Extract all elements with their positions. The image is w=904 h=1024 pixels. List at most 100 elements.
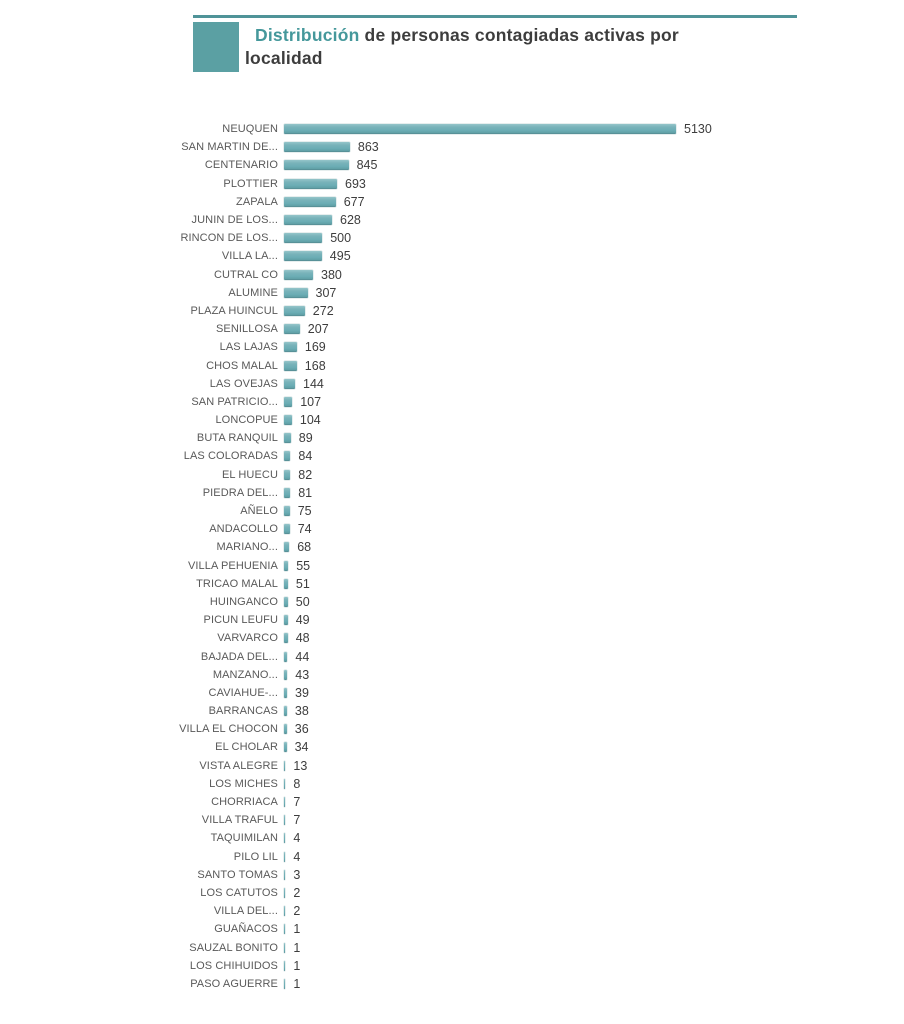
category-label: CAVIAHUE-... — [208, 686, 278, 699]
chart-row: GUAÑACOS 1 — [0, 920, 904, 938]
chart-row: LOS CHIHUIDOS 1 — [0, 957, 904, 975]
category-label: LOS CATUTOS — [200, 886, 278, 899]
bar-track: 38 — [284, 704, 309, 718]
bar — [284, 142, 350, 153]
bar-track: 7 — [284, 795, 300, 809]
category-label: VISTA ALEGRE — [199, 759, 278, 772]
bar — [284, 560, 289, 571]
value-label: 75 — [297, 504, 312, 519]
category-label: TAQUIMILAN — [210, 832, 278, 845]
bar — [284, 251, 322, 262]
value-label: 3 — [293, 867, 301, 882]
bar-track: 272 — [284, 304, 334, 318]
value-label: 81 — [298, 485, 313, 500]
bar-track: 495 — [284, 249, 351, 263]
bar — [284, 651, 288, 662]
value-label: 51 — [295, 576, 310, 591]
value-label: 1 — [293, 958, 301, 973]
category-label: JUNIN DE LOS... — [191, 214, 278, 227]
bar-chart: NEUQUEN 5130 SAN MARTIN DE... 863 CENTENARIO… — [0, 120, 904, 993]
bar — [284, 324, 300, 335]
value-label: 44 — [295, 649, 310, 664]
value-label: 89 — [298, 431, 313, 446]
category-label: SANTO TOMAS — [197, 868, 278, 881]
bar — [284, 178, 337, 189]
bar-track: 144 — [284, 377, 324, 391]
bar-track: 1 — [284, 922, 300, 936]
bar — [284, 396, 293, 407]
value-label: 36 — [294, 722, 309, 737]
value-label: 845 — [356, 158, 378, 173]
bar — [284, 378, 295, 389]
category-label: LONCOPUE — [215, 414, 278, 427]
chart-row: SAUZAL BONITO 1 — [0, 938, 904, 956]
category-label: LAS OVEJAS — [209, 377, 278, 390]
value-label: 307 — [315, 285, 337, 300]
chart-row: TAQUIMILAN 4 — [0, 829, 904, 847]
bar-track: 3 — [284, 868, 300, 882]
value-label: 4 — [293, 849, 301, 864]
bar — [284, 978, 286, 989]
bar — [284, 451, 291, 462]
chart-row: VARVARCO 48 — [0, 629, 904, 647]
chart-row: VILLA LA... 495 — [0, 247, 904, 265]
value-label: 1 — [293, 940, 301, 955]
value-label: 82 — [298, 467, 313, 482]
chart-row: PILO LIL 4 — [0, 848, 904, 866]
bar-track: 44 — [284, 650, 309, 664]
chart-row: SAN MARTIN DE... 863 — [0, 138, 904, 156]
category-label: VILLA PEHUENIA — [187, 559, 278, 572]
chart-row: RINCON DE LOS... 500 — [0, 229, 904, 247]
bar — [284, 233, 323, 244]
chart-row: EL CHOLAR 34 — [0, 738, 904, 756]
value-label: 74 — [297, 522, 312, 537]
category-label: PASO AGUERRE — [190, 977, 278, 990]
value-label: 693 — [345, 176, 366, 191]
bar-track: 55 — [284, 559, 310, 573]
bar — [284, 851, 286, 862]
category-label: ALUMINE — [228, 286, 278, 299]
title-top-rule — [193, 15, 797, 18]
category-label: BARRANCAS — [208, 705, 278, 718]
bar — [284, 360, 297, 371]
value-label: 68 — [297, 540, 312, 555]
value-label: 144 — [303, 376, 324, 391]
bar — [284, 524, 290, 535]
bar-track: 74 — [284, 522, 312, 536]
bar-track: 169 — [284, 340, 326, 354]
bar — [284, 124, 676, 135]
bar — [284, 797, 286, 808]
chart-row: BAJADA DEL... 44 — [0, 647, 904, 665]
chart-row: VILLA EL CHOCON 36 — [0, 720, 904, 738]
bar-track: 5130 — [284, 122, 712, 136]
bar-track: 50 — [284, 595, 310, 609]
chart-title: Distribución de personas contagiadas act… — [245, 24, 723, 69]
chart-row: SANTO TOMAS 3 — [0, 866, 904, 884]
bar — [284, 906, 286, 917]
bar — [284, 469, 291, 480]
bar — [284, 706, 287, 717]
bar — [284, 433, 291, 444]
chart-row: BARRANCAS 38 — [0, 702, 904, 720]
chart-row: LAS LAJAS 169 — [0, 338, 904, 356]
bar-track: 1 — [284, 977, 300, 991]
category-label: CHOS MALAL — [206, 359, 278, 372]
bar — [284, 960, 286, 971]
chart-row: CUTRAL CO 380 — [0, 266, 904, 284]
value-label: 4 — [293, 831, 301, 846]
value-label: 7 — [293, 795, 301, 810]
bar-track: 307 — [284, 286, 336, 300]
value-label: 2 — [293, 885, 301, 900]
bar — [284, 415, 292, 426]
bar-track: 39 — [284, 686, 309, 700]
category-label: VILLA EL CHOCON — [179, 723, 278, 736]
bar-track: 68 — [284, 540, 311, 554]
value-label: 1 — [293, 922, 301, 937]
value-label: 49 — [295, 613, 310, 628]
bar — [284, 669, 288, 680]
bar — [284, 942, 286, 953]
value-label: 8 — [293, 776, 301, 791]
value-label: 207 — [307, 322, 329, 337]
chart-row: CHOS MALAL 168 — [0, 356, 904, 374]
bar-track: 2 — [284, 886, 300, 900]
